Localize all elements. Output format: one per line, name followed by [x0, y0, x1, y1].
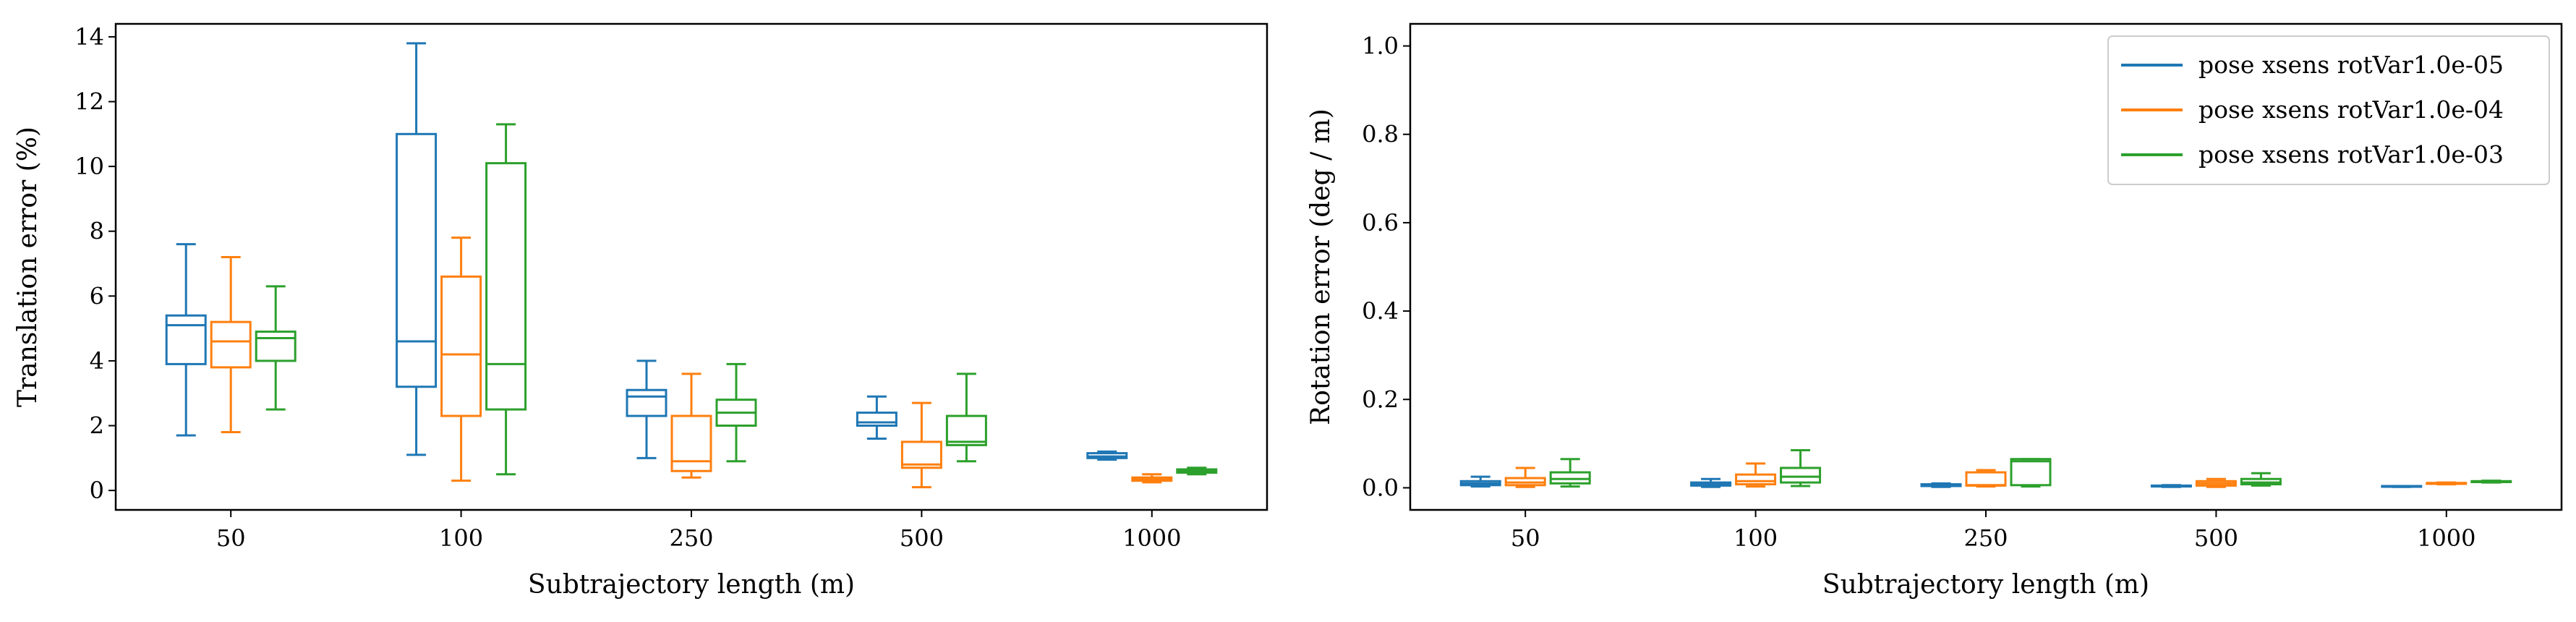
x-tick-label: 1000	[2417, 524, 2475, 552]
box-pose-xsens-rotvar1-0e-04-500	[2195, 477, 2237, 488]
y-tick-label: 0.0	[1362, 474, 1399, 501]
x-axis-label: Subtrajectory length (m)	[528, 570, 855, 600]
box-pose-xsens-rotvar1-0e-03-100	[1780, 449, 1822, 487]
box-pose-xsens-rotvar1-0e-05-50	[1459, 475, 1501, 488]
box-pose-xsens-rotvar1-0e-04-250	[1965, 469, 2007, 488]
box-pose-xsens-rotvar1-0e-04-50	[1504, 466, 1546, 488]
plot-frame	[1409, 22, 2563, 511]
box-pose-xsens-rotvar1-0e-05-250	[626, 359, 668, 459]
y-axis-label: Rotation error (deg / m)	[1306, 108, 1336, 425]
box-body	[210, 320, 252, 369]
box-pose-xsens-rotvar1-0e-03-50	[1549, 458, 1591, 488]
legend-label: pose xsens rotVar1.0e-03	[2198, 140, 2504, 169]
box-body	[626, 388, 668, 417]
rotation-error-plot: 0.0 0.2 0.4 0.6 0.8 1.0 50 100 250 500 1000 Subtraj…	[1306, 22, 2563, 600]
legend-label: pose xsens rotVar1.0e-05	[2198, 51, 2504, 79]
box-body	[900, 440, 942, 469]
box-pose-xsens-rotvar1-0e-05-50	[165, 243, 207, 437]
y-tick-label: 0.2	[1362, 385, 1399, 413]
box-pose-xsens-rotvar1-0e-05-250	[1920, 482, 1962, 488]
box-body	[1735, 473, 1777, 486]
x-tick-label: 100	[1733, 524, 1778, 552]
y-tick-label: 14	[74, 23, 104, 51]
x-tick-label: 250	[669, 524, 713, 552]
x-tick-label: 50	[216, 524, 246, 552]
y-tick-label: 6	[90, 282, 104, 310]
box-body	[1965, 471, 2007, 487]
box-pose-xsens-rotvar1-0e-03-100	[485, 123, 527, 476]
legend-frame	[2107, 35, 2550, 185]
y-tick-label: 0.8	[1362, 121, 1399, 148]
box-pose-xsens-rotvar1-0e-05-500	[856, 395, 897, 440]
box-body	[165, 314, 207, 365]
box-body	[1780, 466, 1822, 484]
box-body	[255, 331, 297, 362]
box-pose-xsens-rotvar1-0e-05-100	[1690, 477, 1732, 488]
y-tick-label: 12	[74, 88, 104, 116]
plot-frame	[114, 22, 1268, 511]
y-tick-label: 0.6	[1362, 209, 1399, 237]
box-body	[856, 412, 897, 427]
y-tick-label: 2	[90, 412, 104, 440]
legend: pose xsens rotVar1.0e-05 pose xsens rotVa…	[2107, 35, 2550, 185]
box-pose-xsens-rotvar1-0e-05-1000	[2381, 485, 2423, 488]
box-pose-xsens-rotvar1-0e-03-500	[945, 372, 987, 463]
box-body	[396, 132, 438, 388]
x-tick-label: 50	[1511, 524, 1540, 552]
box-pose-xsens-rotvar1-0e-03-1000	[1176, 466, 1218, 476]
x-axis-label: Subtrajectory length (m)	[1822, 570, 2149, 600]
y-tick-label: 4	[90, 347, 104, 375]
box-pose-xsens-rotvar1-0e-03-1000	[2470, 480, 2512, 484]
box-body	[945, 414, 987, 446]
box-pose-xsens-rotvar1-0e-04-250	[670, 372, 712, 479]
box-body	[670, 414, 712, 472]
box-body	[440, 275, 482, 417]
box-pose-xsens-rotvar1-0e-05-100	[396, 42, 438, 456]
box-pose-xsens-rotvar1-0e-04-50	[210, 256, 252, 433]
x-tick-label: 1000	[1122, 524, 1181, 552]
box-body	[2010, 458, 2052, 487]
box-body	[1549, 471, 1591, 485]
box-pose-xsens-rotvar1-0e-03-50	[255, 285, 297, 411]
box-pose-xsens-rotvar1-0e-03-250	[2010, 458, 2052, 488]
box-pose-xsens-rotvar1-0e-04-500	[900, 401, 942, 489]
box-pose-xsens-rotvar1-0e-03-500	[2240, 472, 2282, 487]
x-tick-label: 100	[439, 524, 483, 552]
y-tick-label: 0	[90, 477, 104, 504]
x-tick-label: 250	[1963, 524, 2008, 552]
x-tick-label: 500	[900, 524, 944, 552]
box-pose-xsens-rotvar1-0e-04-100	[440, 237, 482, 482]
box-pose-xsens-rotvar1-0e-03-250	[715, 362, 757, 463]
x-tick-label: 500	[2194, 524, 2238, 552]
box-pose-xsens-rotvar1-0e-04-1000	[2426, 481, 2468, 486]
box-pose-xsens-rotvar1-0e-05-500	[2150, 484, 2192, 488]
box-pose-xsens-rotvar1-0e-04-100	[1735, 462, 1777, 488]
y-tick-label: 0.4	[1362, 297, 1399, 325]
legend-label: pose xsens rotVar1.0e-04	[2198, 95, 2504, 124]
box-pose-xsens-rotvar1-0e-04-1000	[1131, 473, 1173, 484]
y-tick-label: 10	[74, 153, 104, 180]
box-body	[485, 162, 527, 411]
y-tick-label: 8	[90, 218, 104, 245]
y-tick-label: 1.0	[1362, 33, 1399, 60]
y-axis-label: Translation error (%)	[13, 127, 43, 407]
box-pose-xsens-rotvar1-0e-05-1000	[1086, 450, 1128, 461]
translation-error-plot: 0 2 4 6 8 10 12 14 50 100 250 500 1000 Subtrajectory …	[13, 22, 1268, 600]
